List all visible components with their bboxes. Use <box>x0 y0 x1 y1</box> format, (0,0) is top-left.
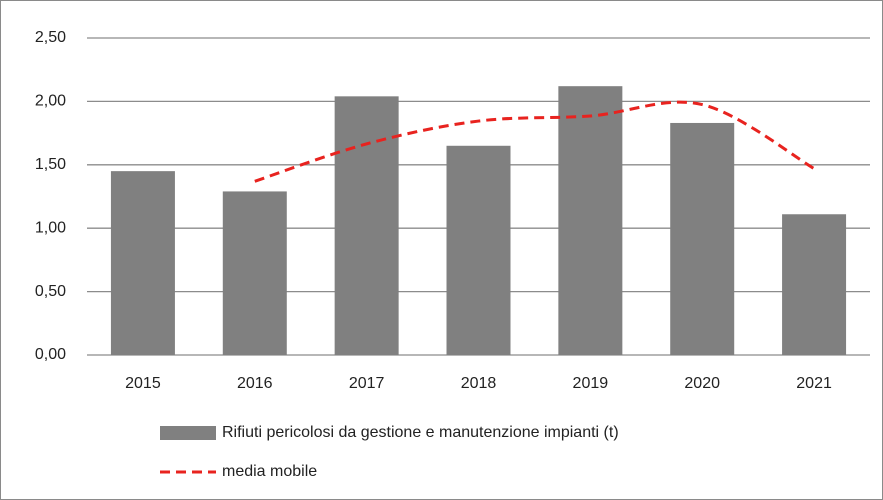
bar <box>670 122 735 356</box>
x-tick-label: 2016 <box>237 375 273 392</box>
y-tick-label: 0,50 <box>35 283 66 300</box>
bar <box>558 86 623 356</box>
legend-label: media mobile <box>222 463 317 480</box>
y-tick-label: 2,00 <box>35 93 66 110</box>
x-tick-label: 2017 <box>349 375 385 392</box>
bar <box>446 145 511 355</box>
x-tick-label: 2018 <box>461 375 497 392</box>
x-tick-label: 2019 <box>573 375 609 392</box>
x-tick-label: 2021 <box>796 375 832 392</box>
legend-swatch <box>160 426 216 440</box>
moving-average-line <box>254 100 815 183</box>
bar <box>222 191 287 355</box>
bar <box>334 96 399 355</box>
x-tick-label: 2020 <box>684 375 720 392</box>
x-tick-label: 2015 <box>125 375 161 392</box>
bar <box>110 171 175 355</box>
y-tick-label: 2,50 <box>35 29 66 46</box>
y-tick-label: 0,00 <box>35 346 66 363</box>
bar <box>782 214 847 355</box>
legend-label: Rifiuti pericolosi da gestione e manuten… <box>222 424 619 441</box>
y-tick-label: 1,50 <box>35 156 66 173</box>
y-tick-label: 1,00 <box>35 219 66 236</box>
